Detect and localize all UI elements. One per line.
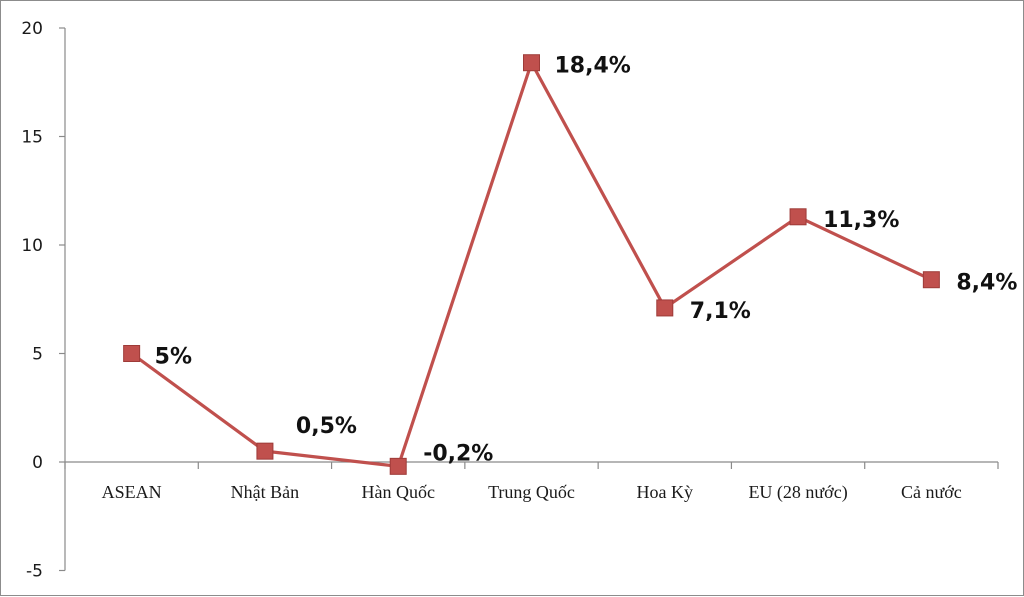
data-labels-layer: 5% 0,5% -0,2% 18,4% 7,1% 11,3% 8,4% xyxy=(155,54,1018,467)
y-axis-ticks: -5 0 5 10 15 20 xyxy=(21,19,65,582)
data-label: 5% xyxy=(155,345,192,370)
data-label: 11,3% xyxy=(823,208,899,233)
x-tick-label: EU (28 nước) xyxy=(748,482,847,503)
chart-axes xyxy=(64,28,998,571)
y-tick-label: -5 xyxy=(26,562,43,582)
y-tick-label: 5 xyxy=(32,345,43,365)
x-axis-ticks: ASEAN Nhật Bản Hàn Quốc Trung Quốc Hoa Kỳ EU … xyxy=(64,462,999,503)
y-tick-label: 15 xyxy=(21,128,43,148)
data-point-marker xyxy=(789,208,807,226)
data-label: 0,5% xyxy=(296,414,357,439)
x-tick-label: Cả nước xyxy=(901,482,962,502)
data-point-marker xyxy=(123,345,141,362)
x-tick-label: Nhật Bản xyxy=(231,482,299,502)
data-point-marker xyxy=(656,299,674,317)
data-point-marker xyxy=(256,442,274,460)
series-layer xyxy=(123,54,940,475)
data-label: 7,1% xyxy=(690,299,751,324)
x-tick-label: ASEAN xyxy=(102,482,162,502)
y-tick-label: 0 xyxy=(32,453,43,473)
x-tick-label: Hoa Kỳ xyxy=(637,482,694,502)
data-point-marker xyxy=(389,457,407,475)
x-tick-label: Hàn Quốc xyxy=(361,482,434,502)
data-label: 18,4% xyxy=(555,54,631,79)
y-tick-label: 10 xyxy=(21,236,43,256)
data-point-marker xyxy=(523,54,540,72)
y-tick-label: 20 xyxy=(21,19,43,39)
x-tick-label: Trung Quốc xyxy=(488,482,575,502)
series-line xyxy=(130,61,933,468)
data-point-marker xyxy=(922,271,940,289)
data-label: -0,2% xyxy=(423,441,493,466)
data-label: 8,4% xyxy=(956,271,1017,296)
